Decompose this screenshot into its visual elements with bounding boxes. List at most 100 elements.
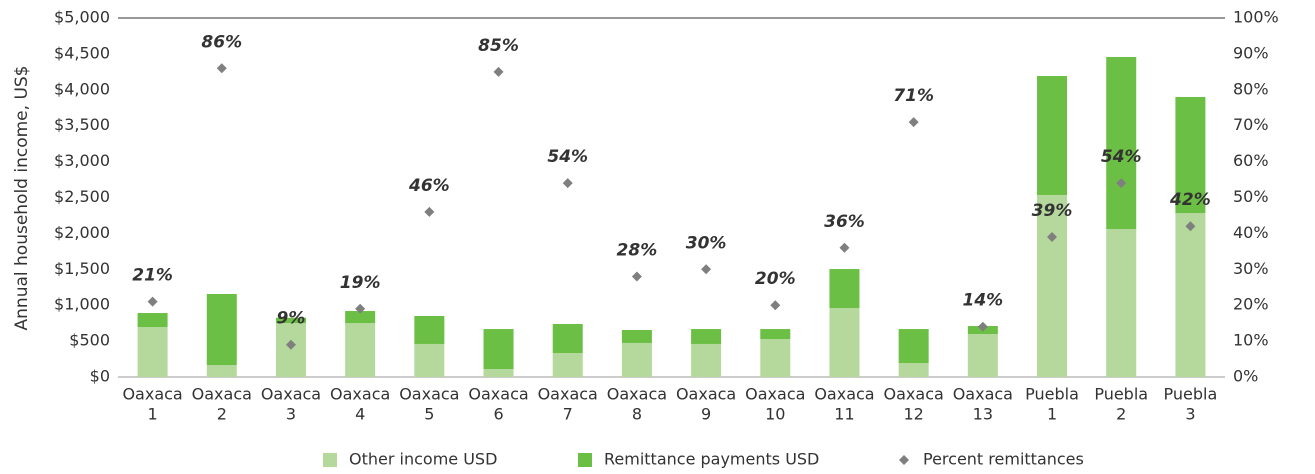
- data-label: 42%: [1169, 190, 1211, 210]
- bar-segment: [275, 323, 306, 377]
- data-label: 85%: [478, 36, 519, 56]
- marker: [216, 63, 227, 74]
- marker: [424, 206, 435, 217]
- bar-segment: [483, 329, 514, 370]
- data-label: 54%: [547, 147, 588, 167]
- y2-tick-label: 10%: [1233, 331, 1269, 350]
- data-label: 21%: [132, 266, 173, 286]
- bar-segment: [552, 353, 583, 377]
- x-tick-label: Oaxaca: [538, 385, 598, 404]
- x-tick-label: Puebla: [1094, 385, 1148, 404]
- x-tick-label: 9: [701, 405, 711, 424]
- bar-segment: [760, 339, 791, 377]
- data-label: 30%: [686, 233, 727, 253]
- x-tick-label: Oaxaca: [261, 385, 321, 404]
- data-label: 39%: [1032, 201, 1073, 221]
- bar-segment: [967, 333, 998, 377]
- data-label: 86%: [201, 32, 242, 52]
- x-tick-label: Oaxaca: [399, 385, 459, 404]
- x-tick-label: 4: [355, 405, 365, 424]
- x-tick-label: 3: [286, 405, 296, 424]
- x-tick-label: 8: [632, 405, 642, 424]
- bar-segment: [275, 317, 306, 324]
- x-tick-label: Oaxaca: [607, 385, 667, 404]
- x-tick-label: 6: [493, 405, 503, 424]
- bar-segment: [345, 311, 376, 324]
- bar-segment: [206, 365, 237, 377]
- bar-segment: [1106, 56, 1137, 230]
- legend-swatch: [323, 453, 337, 467]
- bar-segment: [137, 327, 168, 377]
- bar-segment: [898, 362, 929, 377]
- marker: [631, 271, 642, 282]
- y-tick-label: $1,500: [54, 259, 110, 278]
- x-tick-label: Puebla: [1164, 385, 1218, 404]
- y2-tick-label: 90%: [1233, 43, 1269, 62]
- x-tick-label: 5: [424, 405, 434, 424]
- x-tick-label: 13: [973, 405, 993, 424]
- x-tick-label: 2: [1116, 405, 1126, 424]
- bar-segment: [206, 293, 237, 366]
- bar-segment: [829, 308, 860, 377]
- y2-tick-label: 60%: [1233, 151, 1269, 170]
- bar-segment: [1037, 194, 1068, 377]
- legend-label: Remittance payments USD: [604, 450, 819, 469]
- bar-segment: [414, 343, 445, 377]
- x-tick-label: Oaxaca: [330, 385, 390, 404]
- data-label: 14%: [962, 291, 1003, 311]
- y2-tick-label: 20%: [1233, 295, 1269, 314]
- marker: [770, 300, 781, 311]
- x-tick-label: 11: [834, 405, 854, 424]
- marker: [493, 66, 504, 77]
- bar-segment: [1175, 96, 1206, 214]
- bar-segment: [1175, 213, 1206, 377]
- bar-segment: [760, 329, 791, 340]
- bar-segment: [137, 313, 168, 328]
- x-tick-label: 7: [563, 405, 573, 424]
- y-tick-label: $3,500: [54, 115, 110, 134]
- marker: [1116, 178, 1127, 189]
- y2-tick-label: 30%: [1233, 259, 1269, 278]
- y-tick-label: $1,000: [54, 295, 110, 314]
- y2-tick-label: 100%: [1233, 8, 1279, 27]
- bar-segment: [552, 324, 583, 354]
- marker: [839, 242, 850, 253]
- marker: [1185, 221, 1196, 232]
- y-tick-label: $0: [90, 367, 110, 386]
- x-tick-label: Oaxaca: [122, 385, 182, 404]
- y-tick-label: $2,500: [54, 187, 110, 206]
- bar-segment: [345, 323, 376, 377]
- bar-segment: [621, 342, 652, 377]
- y-tick-label: $500: [69, 331, 110, 350]
- y2-tick-label: 50%: [1233, 187, 1269, 206]
- marker: [977, 321, 988, 332]
- y2-tick-label: 80%: [1233, 79, 1269, 98]
- marker: [285, 339, 296, 350]
- data-label: 36%: [824, 212, 865, 232]
- bar-segment: [898, 329, 929, 363]
- legend-swatch: [578, 453, 592, 467]
- bar-segment: [621, 329, 652, 343]
- y-tick-label: $2,000: [54, 223, 110, 242]
- marker: [355, 303, 366, 314]
- bar-segment: [1037, 76, 1068, 195]
- data-label: 71%: [893, 86, 934, 106]
- x-tick-label: Oaxaca: [745, 385, 805, 404]
- marker: [701, 264, 712, 275]
- data-label: 46%: [408, 176, 450, 196]
- bar-segment: [829, 269, 860, 309]
- x-tick-label: Oaxaca: [468, 385, 528, 404]
- data-label: 54%: [1101, 147, 1142, 167]
- y2-tick-label: 70%: [1233, 115, 1269, 134]
- x-tick-label: 1: [148, 405, 158, 424]
- bar-segment: [414, 315, 445, 344]
- x-tick-label: Oaxaca: [814, 385, 874, 404]
- x-tick-label: 3: [1185, 405, 1195, 424]
- x-tick-label: Oaxaca: [953, 385, 1013, 404]
- y-tick-label: $4,000: [54, 79, 110, 98]
- y2-tick-label: 0%: [1233, 367, 1258, 386]
- x-tick-label: 1: [1047, 405, 1057, 424]
- marker: [1047, 231, 1058, 242]
- marker: [147, 296, 158, 307]
